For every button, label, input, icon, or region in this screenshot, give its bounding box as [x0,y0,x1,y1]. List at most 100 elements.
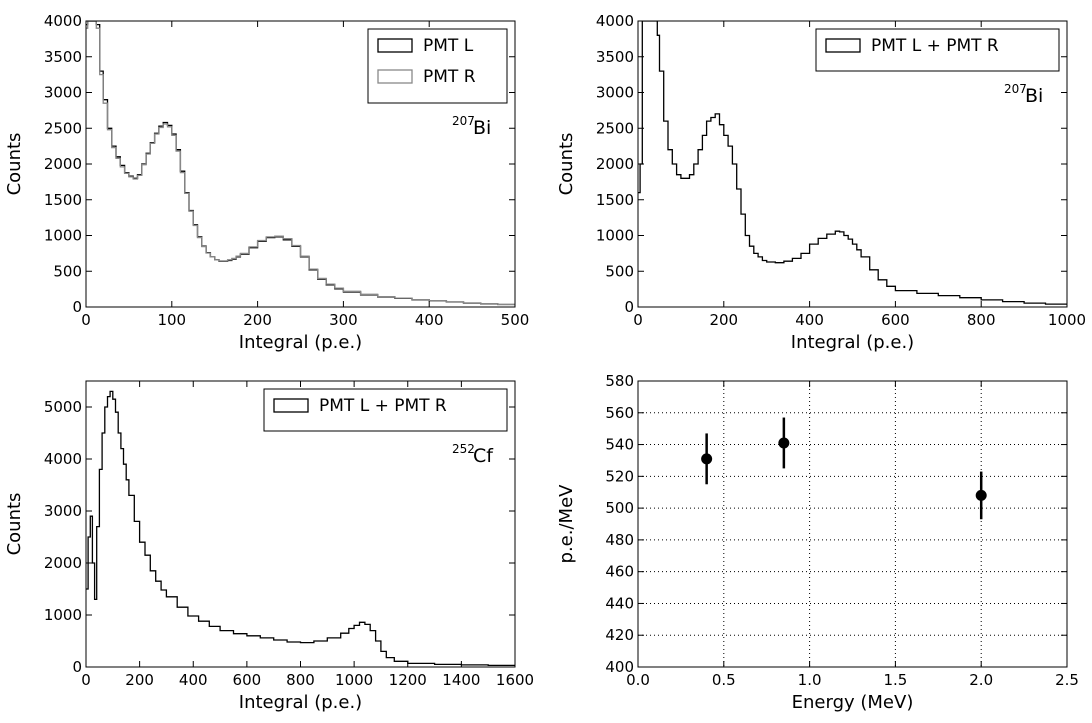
plot-area [86,390,515,667]
isotope-symbol: Bi [473,117,491,139]
y-axis-label: p.e./MeV [556,484,577,564]
x-tick-label: 0.0 [626,671,650,689]
y-tick-label: 0 [72,298,82,316]
legend: PMT L PMT R [367,28,508,104]
y-axis-label: Counts [4,133,25,196]
x-tick-label: 400 [795,311,824,329]
x-tick-label: 0 [81,671,91,689]
chart-panel-4: 0.0 0.5 1.0 1.5 2.0 2.5 400 420 440 460 480 500 520 5… [556,372,1079,713]
x-tick-label: 1000 [335,671,373,689]
x-axis-label: Integral (p.e.) [239,692,362,713]
legend-label: PMT L [423,36,474,56]
legend-swatch [377,38,413,53]
legend-label: PMT L + PMT R [871,36,999,56]
legend: PMT L + PMT R [263,388,508,432]
x-tick-label: 200 [243,311,272,329]
data-point [701,453,713,465]
x-tick-label: 100 [157,311,186,329]
data-point [975,489,987,501]
histogram-series-2 [86,21,515,306]
y-tick-label: 2000 [44,155,82,173]
isotope-mass-number: 207 [1004,82,1027,96]
y-axis-label: Counts [4,493,25,556]
y-tick-label: 1000 [44,227,82,245]
y-tick-label: 2000 [44,554,82,572]
legend-swatch [377,69,413,84]
x-axis-label: Integral (p.e.) [239,332,362,353]
x-tick-label: 800 [286,671,315,689]
x-tick-label: 1200 [389,671,427,689]
y-tick-label: 4000 [596,12,634,30]
y-tick-label: 540 [605,436,634,454]
x-tick-label: 2.0 [969,671,993,689]
y-tick-label: 580 [605,372,634,390]
x-tick-label: 1600 [496,671,534,689]
y-tick-label: 2500 [596,119,634,137]
chart-panel-1: 0 100 200 300 400 500 0 500 1000 1500 2000 2500 3000… [4,12,529,353]
chart-panel-3: 0 200 400 600 800 1000 1200 1400 1600 0 1000 2000 30… [4,380,534,713]
x-tick-label: 600 [233,671,262,689]
y-tick-label: 440 [605,594,634,612]
x-tick-label: 0.5 [712,671,736,689]
y-tick-label: 2000 [596,155,634,173]
x-tick-label: 1.5 [883,671,907,689]
y-tick-label: 3000 [44,502,82,520]
legend-label: PMT R [423,67,476,87]
y-tick-label: 520 [605,467,634,485]
y-tick-label: 500 [53,262,82,280]
x-tick-label: 200 [709,311,738,329]
y-tick-label: 5000 [44,398,82,416]
plot-area [638,21,1067,305]
x-tick-label: 800 [967,311,996,329]
chart-panel-2: 0 200 400 600 800 1000 0 500 1000 1500 2000 2500 300… [556,12,1086,353]
x-tick-label: 600 [881,311,910,329]
x-axis-label: Energy (MeV) [792,692,914,713]
histogram-series-1 [86,390,515,667]
y-tick-label: 560 [605,404,634,422]
isotope-symbol: Bi [1025,85,1043,107]
y-tick-label: 500 [605,499,634,517]
y-tick-label: 1500 [44,191,82,209]
plot-area [701,417,987,520]
y-tick-label: 460 [605,563,634,581]
y-tick-label: 3000 [44,84,82,102]
y-tick-label: 500 [605,262,634,280]
x-tick-label: 300 [329,311,358,329]
y-tick-label: 420 [605,626,634,644]
x-tick-label: 0 [633,311,643,329]
y-tick-label: 4000 [44,12,82,30]
y-tick-label: 0 [72,658,82,676]
x-tick-label: 400 [179,671,208,689]
x-tick-label: 2.5 [1055,671,1079,689]
y-tick-label: 400 [605,658,634,676]
y-tick-label: 3500 [596,48,634,66]
x-tick-label: 200 [125,671,154,689]
legend-label: PMT L + PMT R [319,396,447,416]
x-tick-label: 400 [415,311,444,329]
legend: PMT L + PMT R [815,28,1060,72]
histogram-series-1 [638,21,1067,305]
y-tick-label: 1000 [596,227,634,245]
legend-swatch [273,398,309,413]
x-tick-label: 1000 [1048,311,1086,329]
y-tick-label: 1000 [44,606,82,624]
y-tick-label: 4000 [44,450,82,468]
isotope-mass-number: 252 [452,442,475,456]
isotope-mass-number: 207 [452,114,475,128]
x-axis-label: Integral (p.e.) [791,332,914,353]
data-point [778,437,790,449]
x-tick-label: 0 [81,311,91,329]
legend-swatch [825,38,861,53]
isotope-symbol: Cf [473,445,494,467]
x-tick-label: 1400 [442,671,480,689]
plot-frame [637,380,1068,668]
y-tick-label: 1500 [596,191,634,209]
y-tick-label: 0 [624,298,634,316]
x-tick-label: 500 [501,311,530,329]
x-tick-label: 1.0 [798,671,822,689]
y-tick-label: 480 [605,531,634,549]
